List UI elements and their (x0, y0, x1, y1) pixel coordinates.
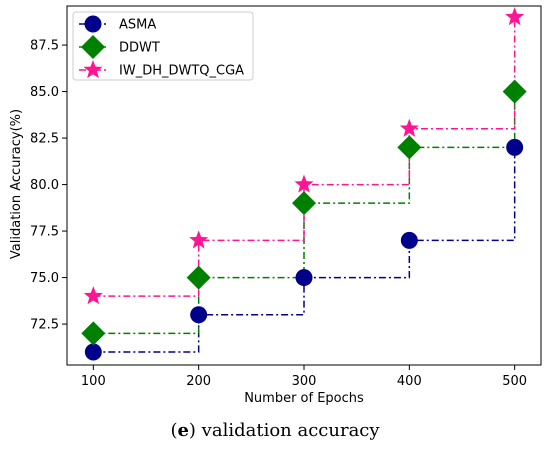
x-tick-label: 400 (397, 374, 422, 389)
legend-label: DDWT (119, 41, 160, 56)
legend-box (72, 11, 254, 81)
data-point-marker (83, 286, 103, 305)
y-tick-label: 72.5 (30, 318, 59, 333)
data-point-marker (81, 321, 106, 346)
figure-caption: (e) validation accuracy (170, 420, 380, 441)
y-tick-label: 87.5 (30, 39, 59, 54)
data-point-marker (505, 7, 525, 26)
y-tick-label: 85.0 (30, 85, 59, 100)
y-tick-label: 82.5 (30, 132, 59, 147)
data-point-marker (292, 191, 316, 216)
data-point-marker (397, 135, 422, 160)
data-point-marker (399, 118, 419, 137)
x-tick-label: 200 (186, 374, 211, 389)
y-axis-label: Validation Accuracy(%) (9, 109, 24, 259)
y-tick-label: 75.0 (30, 271, 59, 286)
line-chart: 100 200 300 400 500 72.5 75.0 77.5 80.0 82.5 85.0 8… (9, 5, 542, 406)
y-tick-label: 77.5 (30, 225, 59, 240)
data-point-marker (295, 269, 313, 287)
data-point-marker (506, 138, 524, 156)
x-axis-label: Number of Epochs (244, 391, 364, 406)
data-point-marker (186, 265, 211, 290)
data-point-marker (502, 79, 527, 104)
x-tick-label: 100 (81, 374, 106, 389)
caption-text: validation accuracy (195, 420, 380, 441)
legend-marker (84, 15, 102, 33)
data-point-marker (190, 306, 208, 324)
x-tick-label: 500 (502, 374, 527, 389)
legend-label: ASMA (119, 18, 156, 33)
data-point-marker (189, 230, 209, 249)
data-point-marker (84, 343, 102, 361)
data-point-marker (400, 231, 418, 249)
legend-marker (81, 35, 105, 59)
y-tick-label: 80.0 (30, 178, 59, 193)
x-tick-label: 300 (292, 374, 317, 389)
legend-marker (83, 60, 103, 79)
data-point-marker (294, 174, 314, 193)
legend: ASMA DDWT IW_DH_DWTQ_CGA (72, 11, 254, 81)
legend-label: IW_DH_DWTQ_CGA (119, 64, 244, 79)
caption-label: e (177, 420, 189, 441)
